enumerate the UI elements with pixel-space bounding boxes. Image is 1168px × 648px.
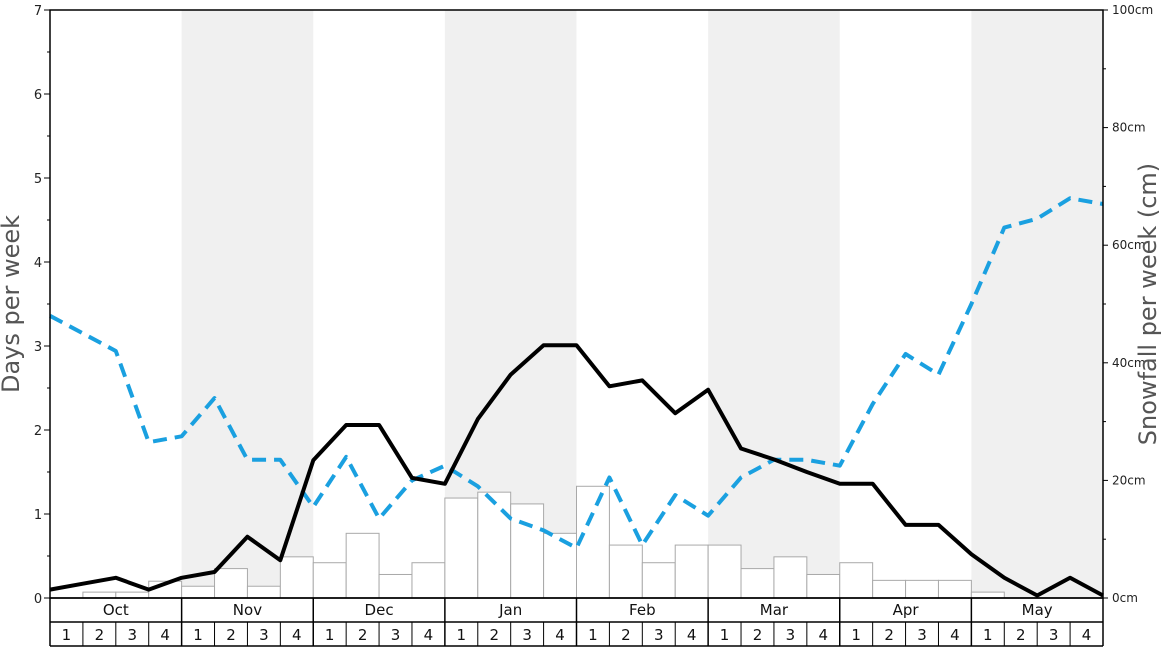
week-label: 1 [62,626,72,644]
lines-layer [49,196,1104,598]
week-label: 3 [917,626,927,644]
right-axis-tick-label: 40cm [1112,356,1146,370]
month-label-feb: Feb [629,601,656,619]
snowfall-bar [82,591,117,599]
snowfall-bar [970,591,1005,599]
week-label: 3 [786,626,796,644]
right-axis-title: Snowfall per week (cm) [1134,163,1162,445]
left-axis-tick-label: 2 [34,424,42,439]
snowfall-bar [115,591,150,599]
left-axis-tick-label: 7 [34,4,42,19]
snowfall-bar [444,497,479,599]
right-axis-tick-label: 100cm [1112,3,1153,17]
left-axis-tick-label: 4 [34,256,42,271]
week-label: 3 [259,626,269,644]
month-label-nov: Nov [233,601,262,619]
week-label: 4 [555,626,565,644]
week-label: 1 [720,626,730,644]
right-axis-tick-label: 20cm [1112,473,1146,487]
snowfall-bar [279,556,314,599]
week-label: 2 [95,626,105,644]
snowfall-bar [707,544,742,599]
snowfall-bar [839,562,874,599]
x-axis-labels-layer: Oct 1 2 3 4 Nov 1 2 3 4 Dec 1 2 3 4 Jan 1 2 3 4 Feb 1 2 3 4 Mar 1 2… [49,597,1104,647]
snowfall-bar [937,579,972,599]
snowfall-bar [543,532,577,599]
week-label: 1 [457,626,467,644]
left-axis-tick-label: 3 [34,340,42,355]
week-label: 4 [819,626,829,644]
snowfall-bar [905,579,939,599]
snowfall-bar [576,485,610,599]
right-axis-tick-label: 60cm [1112,238,1146,252]
right-axis-tick-label: 0cm [1112,591,1138,605]
week-label: 4 [950,626,960,644]
week-label: 2 [621,626,631,644]
snowfall-bar [181,585,216,599]
right-axis-tick-label: 80cm [1112,121,1146,135]
snowfall-bar [674,544,709,599]
snowfall-bar [806,573,841,599]
week-label: 4 [424,626,434,644]
week-label: 4 [687,626,697,644]
month-shade-nov [181,10,314,598]
month-label-dec: Dec [365,601,394,619]
snowfall-bar [773,556,808,599]
week-label: 3 [522,626,532,644]
week-label: 3 [1049,626,1059,644]
month-label-jan: Jan [498,601,522,619]
snowfall-bar [378,573,413,599]
month-label-apr: Apr [893,601,920,619]
snowfall-bar [477,491,512,599]
snowfall-bar [411,562,446,599]
left-axis-title: Days per week [0,215,25,393]
week-label: 4 [1082,626,1092,644]
left-axis-tick-label: 5 [34,172,42,187]
week-label: 4 [160,626,170,644]
week-label: 2 [226,626,236,644]
axes-layer: 0 1 2 3 4 5 6 7 0cm 20cm 40cm 60cm 80cm 100cm [34,3,1153,607]
snowfall-bar [740,568,775,599]
snowfall-bar [608,544,643,599]
month-shading-layer [181,10,1103,598]
week-label: 2 [1016,626,1026,644]
snowfall-bar [510,503,545,599]
week-label: 4 [292,626,302,644]
snowfall-bar [214,568,248,599]
week-label: 1 [983,626,993,644]
week-label: 3 [654,626,664,644]
month-shade-may [971,10,1103,598]
month-label-mar: Mar [760,601,789,619]
week-label: 2 [884,626,894,644]
snow-days-line [49,343,1104,598]
month-shade-mar [708,10,840,598]
week-label: 1 [851,626,861,644]
left-axis-tick-label: 6 [34,88,42,103]
week-label: 3 [127,626,137,644]
month-label-may: May [1022,601,1053,619]
week-label: 2 [753,626,763,644]
week-label: 1 [325,626,335,644]
left-axis-tick-label: 1 [34,508,42,523]
snowfall-bar [312,562,347,599]
snowfall-bar [872,579,907,599]
week-label: 1 [588,626,598,644]
left-axis-tick-label: 0 [34,592,42,607]
week-label: 3 [391,626,401,644]
snowfall-trend-line [49,196,1104,550]
snowfall-bar [345,532,380,599]
week-label: 2 [358,626,368,644]
month-label-oct: Oct [103,601,129,619]
snowfall-bars-layer [82,485,1005,599]
snowfall-bar [246,585,281,599]
week-label: 1 [193,626,203,644]
snowfall-bar [641,562,676,599]
week-label: 2 [489,626,499,644]
